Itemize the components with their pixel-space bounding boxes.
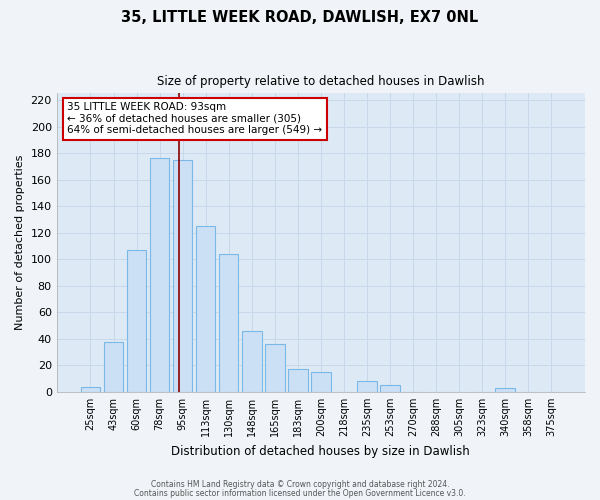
Bar	[288, 370, 308, 392]
Text: 35 LITTLE WEEK ROAD: 93sqm
← 36% of detached houses are smaller (305)
64% of sem: 35 LITTLE WEEK ROAD: 93sqm ← 36% of deta…	[67, 102, 322, 136]
Bar	[242, 331, 262, 392]
Text: Contains HM Land Registry data © Crown copyright and database right 2024.: Contains HM Land Registry data © Crown c…	[151, 480, 449, 489]
Bar	[127, 250, 146, 392]
X-axis label: Distribution of detached houses by size in Dawlish: Distribution of detached houses by size …	[172, 444, 470, 458]
Title: Size of property relative to detached houses in Dawlish: Size of property relative to detached ho…	[157, 75, 485, 88]
Y-axis label: Number of detached properties: Number of detached properties	[15, 155, 25, 330]
Bar	[311, 372, 331, 392]
Bar	[80, 386, 100, 392]
Bar	[104, 342, 123, 392]
Text: Contains public sector information licensed under the Open Government Licence v3: Contains public sector information licen…	[134, 489, 466, 498]
Text: 35, LITTLE WEEK ROAD, DAWLISH, EX7 0NL: 35, LITTLE WEEK ROAD, DAWLISH, EX7 0NL	[121, 10, 479, 25]
Bar	[380, 386, 400, 392]
Bar	[357, 382, 377, 392]
Bar	[150, 158, 169, 392]
Bar	[265, 344, 284, 392]
Bar	[173, 160, 193, 392]
Bar	[496, 388, 515, 392]
Bar	[219, 254, 238, 392]
Bar	[196, 226, 215, 392]
